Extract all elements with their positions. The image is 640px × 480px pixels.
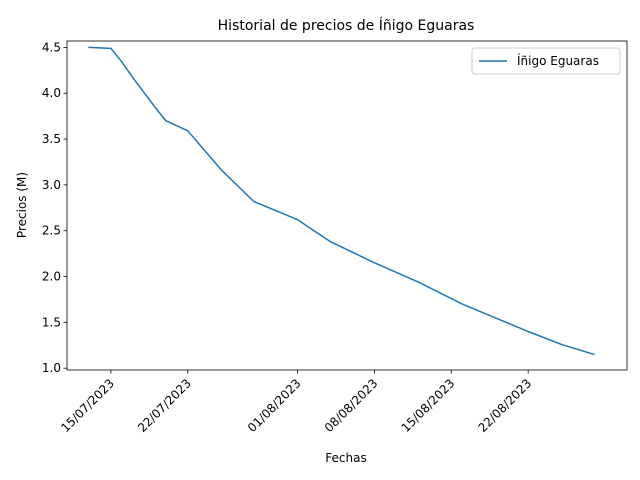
series-line <box>88 46 595 356</box>
y-tick-label: 3.5 <box>42 132 61 146</box>
y-tick-label: 2.5 <box>42 224 61 238</box>
y-tick-label: 4.5 <box>42 40 61 54</box>
y-tick-label: 1.0 <box>42 361 61 375</box>
plot-area <box>66 40 628 371</box>
chart-title: Historial de precios de Íñigo Eguaras <box>218 17 475 34</box>
series-layer <box>88 46 595 356</box>
plot-frame <box>66 40 628 371</box>
x-axis-label: Fechas <box>325 451 366 465</box>
y-axis-label: Precios (M) <box>15 172 29 238</box>
y-tick-label: 3.0 <box>42 178 61 192</box>
y-tick-label: 2.0 <box>42 270 61 284</box>
y-tick-label: 4.0 <box>42 86 61 100</box>
y-axis: 1.0 1.5 2.0 2.5 3.0 3.5 4.0 4.5 <box>42 40 67 375</box>
y-tick-label: 1.5 <box>42 315 61 329</box>
legend-label: Íñigo Eguaras <box>517 53 599 68</box>
legend-box <box>471 47 621 75</box>
legend: Íñigo Eguaras <box>471 47 621 75</box>
